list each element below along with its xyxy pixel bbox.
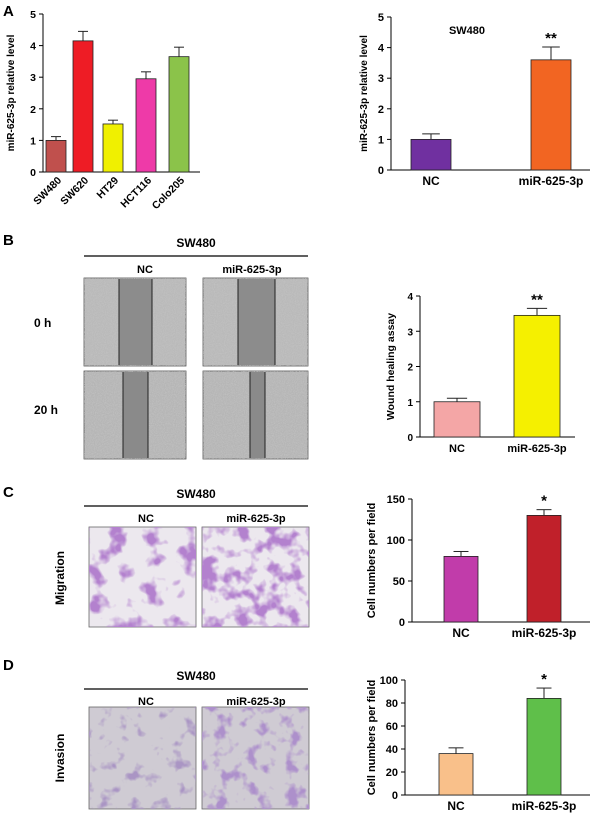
bar-mir-625-3p (526, 698, 562, 796)
x-category-label: SW620 (58, 175, 91, 208)
chart-a-cell-lines: 0 1 2 3 4 5 miR-625-3p relative level SW480SW62… (6, 9, 200, 212)
x-category-label: NC (447, 799, 465, 813)
y-tick-label: 40 (386, 744, 398, 756)
y-axis-title: Wound healing assay (385, 313, 397, 420)
y-tick-label: 100 (380, 675, 398, 687)
y-tick-label: 2 (407, 363, 413, 374)
x-category-label: miR-625-3p (512, 799, 577, 813)
x-category-label: NC (422, 174, 440, 188)
chart-c-migration: 0 50 100 150 Cell numbers per field NC * miR-62… (366, 493, 590, 640)
y-tick-label: 1 (30, 135, 36, 147)
x-category-label: NC (452, 626, 470, 640)
panel-d-side-label: Invasion (53, 734, 67, 783)
panel-b-row-20h: 20 h (34, 403, 58, 417)
significance-mark: ** (531, 291, 543, 308)
y-axis-title: miR-625-3p relative level (359, 35, 370, 152)
y-tick-label: 50 (393, 576, 405, 588)
x-category-label: Colo205 (150, 175, 187, 212)
y-tick-label: 80 (386, 698, 398, 710)
y-tick-label: 4 (407, 292, 413, 303)
significance-mark: * (541, 493, 547, 510)
panel-b-header: SW480 (176, 236, 216, 250)
panel-c-nc-label: NC (138, 513, 154, 525)
y-tick-label: 0 (392, 790, 398, 802)
x-category-label: miR-625-3p (512, 626, 577, 640)
panel-label-d: D (3, 657, 14, 674)
wound-image-mir-20h (202, 370, 309, 460)
invasion-image-mir (201, 706, 310, 810)
panel-label-b: B (3, 232, 14, 249)
y-tick-label: 2 (378, 104, 384, 116)
panel-b-images: SW480 NC miR-625-3p 0 h 20 h (34, 236, 309, 460)
panel-d-mir-label: miR-625-3p (226, 696, 286, 708)
migration-image-nc (88, 526, 197, 628)
y-axis-title: miR-625-3p relative level (6, 34, 17, 151)
x-category-label: miR-625-3p (519, 174, 584, 188)
panel-label-c: C (3, 484, 14, 501)
bar-nc (433, 401, 481, 438)
y-axis-title: Cell numbers per field (366, 680, 378, 796)
y-tick-label: 4 (378, 43, 385, 55)
panel-c-mir-label: miR-625-3p (226, 513, 286, 525)
y-tick-label: 20 (386, 767, 398, 779)
migration-image-mir (201, 526, 310, 628)
bar-sw480 (45, 139, 67, 173)
chart-title: SW480 (449, 25, 485, 37)
chart-a-sw480: 0 1 2 3 4 5 miR-625-3p relative level SW480 NC **… (359, 12, 590, 188)
y-tick-label: 1 (407, 398, 413, 409)
wound-image-nc-20h (83, 370, 187, 460)
wound-image-mir-0h (202, 277, 309, 367)
panel-d-nc-label: NC (138, 696, 154, 708)
x-category-label: NC (449, 443, 465, 455)
bar-nc (443, 556, 479, 623)
y-tick-label: 1 (378, 134, 384, 146)
y-tick-label: 5 (378, 12, 384, 24)
panel-label-a: A (3, 3, 14, 20)
y-tick-label: 0 (30, 167, 36, 179)
x-category-label: HCT116 (118, 175, 154, 211)
panel-c-images: SW480 NC miR-625-3p Migration (53, 487, 310, 628)
significance-mark: * (541, 671, 547, 688)
significance-mark: ** (545, 30, 557, 47)
y-tick-label: 2 (30, 104, 36, 116)
panel-b-mir-label: miR-625-3p (222, 264, 282, 276)
bar-nc (438, 753, 474, 796)
x-category-label: SW480 (31, 175, 64, 208)
bar-colo205 (168, 56, 190, 173)
x-category-label: HT29 (94, 175, 121, 202)
panel-d-header: SW480 (176, 669, 216, 683)
bar-mir-625-3p (530, 59, 572, 171)
y-tick-label: 0 (378, 165, 384, 177)
panel-d-images: SW480 NC miR-625-3p Invasion (53, 669, 310, 810)
panel-b-nc-label: NC (137, 264, 153, 276)
bar-mir-625-3p (513, 314, 561, 438)
y-tick-label: 60 (386, 721, 398, 733)
y-tick-label: 3 (30, 72, 36, 84)
y-tick-label: 0 (407, 433, 413, 444)
y-tick-label: 5 (30, 9, 36, 21)
bar-ht29 (102, 123, 124, 173)
x-category-label: miR-625-3p (507, 443, 567, 455)
y-axis-title: Cell numbers per field (366, 503, 378, 619)
chart-b-wound-healing: 0 1 2 3 4 Wound healing assay NC ** miR-625-3p (385, 291, 575, 455)
panel-c-header: SW480 (176, 487, 216, 501)
y-tick-label: 150 (387, 494, 405, 506)
wound-image-nc-0h (83, 277, 187, 367)
y-tick-label: 3 (378, 73, 384, 85)
panel-c-side-label: Migration (53, 551, 67, 605)
bar-nc (410, 138, 452, 171)
y-tick-label: 3 (407, 327, 413, 338)
invasion-image-nc (88, 706, 197, 810)
bar-sw620 (72, 40, 94, 173)
panel-b-row-0h: 0 h (34, 316, 51, 330)
y-tick-label: 0 (399, 617, 405, 629)
bar-hct116 (135, 78, 157, 173)
y-tick-label: 100 (387, 535, 405, 547)
y-tick-label: 4 (30, 41, 36, 53)
bar-mir-625-3p (526, 515, 562, 623)
